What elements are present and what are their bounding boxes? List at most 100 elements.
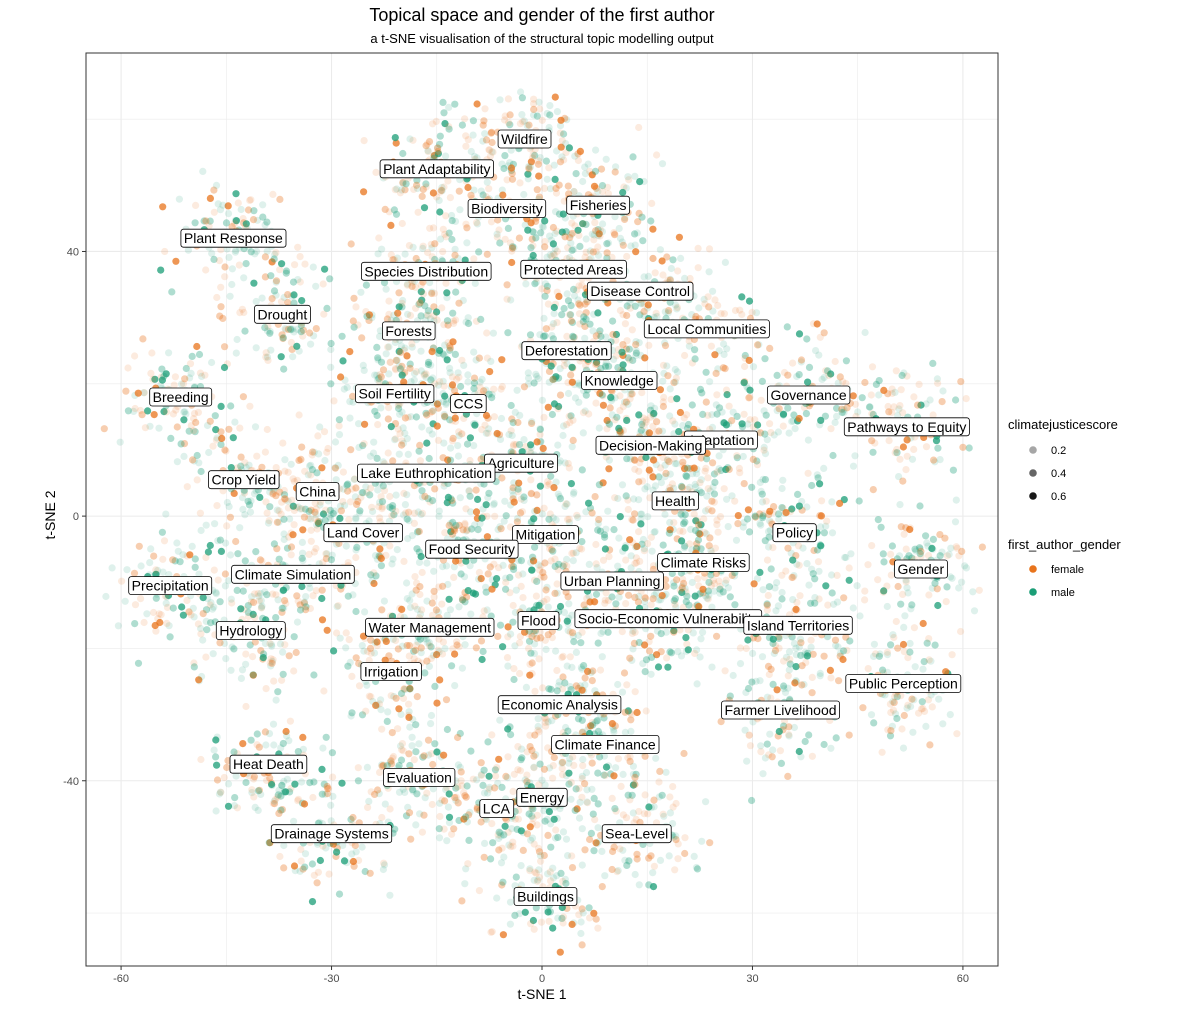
scatter-point xyxy=(758,498,767,506)
scatter-point xyxy=(276,640,285,648)
scatter-point xyxy=(251,423,260,431)
scatter-point xyxy=(259,654,267,662)
scatter-point xyxy=(277,353,285,361)
scatter-point xyxy=(372,168,380,176)
scatter-point xyxy=(721,258,730,266)
scatter-point xyxy=(652,754,660,762)
scatter-point xyxy=(300,513,308,521)
scatter-point xyxy=(605,456,614,464)
scatter-point xyxy=(773,407,781,415)
scatter-point xyxy=(616,234,625,242)
scatter-point xyxy=(124,407,132,415)
scatter-point xyxy=(824,367,832,375)
scatter-point xyxy=(508,244,517,252)
scatter-point xyxy=(720,340,728,348)
scatter-point xyxy=(424,147,432,155)
scatter-point xyxy=(633,229,641,237)
scatter-point xyxy=(567,231,575,239)
scatter-point xyxy=(362,308,370,316)
scatter-point xyxy=(504,95,512,103)
scatter-point xyxy=(509,618,517,626)
scatter-point xyxy=(508,175,517,183)
scatter-point xyxy=(497,414,506,423)
scatter-point xyxy=(590,182,599,190)
scatter-point xyxy=(147,545,155,553)
scatter-point xyxy=(616,306,625,315)
scatter-point xyxy=(197,526,205,535)
scatter-point xyxy=(637,299,645,307)
scatter-point xyxy=(213,434,221,442)
scatter-point xyxy=(951,518,960,526)
scatter-point xyxy=(335,431,344,439)
scatter-point xyxy=(784,772,792,781)
scatter-point xyxy=(148,349,156,357)
scatter-point xyxy=(731,306,740,315)
scatter-point xyxy=(190,415,198,423)
scatter-point xyxy=(612,352,621,360)
scatter-point xyxy=(570,488,578,496)
scatter-point xyxy=(490,499,498,507)
scatter-point xyxy=(331,507,339,515)
scatter-point xyxy=(281,456,289,464)
scatter-point xyxy=(673,395,681,403)
scatter-point xyxy=(740,410,748,418)
scatter-point xyxy=(572,549,580,557)
scatter-point xyxy=(466,434,474,442)
scatter-point xyxy=(543,282,552,290)
scatter-point xyxy=(828,529,837,537)
scatter-point xyxy=(605,362,613,370)
scatter-point xyxy=(207,619,215,627)
scatter-point xyxy=(638,213,646,221)
scatter-point xyxy=(883,648,892,656)
scatter-point xyxy=(821,412,830,420)
scatter-point xyxy=(378,245,386,253)
scatter-point xyxy=(462,220,470,228)
scatter-point xyxy=(418,296,426,304)
scatter-point xyxy=(228,280,236,289)
scatter-point xyxy=(694,264,702,272)
scatter-point xyxy=(552,208,560,216)
scatter-point xyxy=(342,542,350,550)
scatter-point xyxy=(911,663,919,671)
scatter-point xyxy=(270,540,278,548)
scatter-point xyxy=(579,220,587,228)
scatter-point xyxy=(693,516,702,525)
scatter-point xyxy=(568,219,576,227)
scatter-point xyxy=(266,639,274,648)
scatter-point xyxy=(784,672,792,680)
scatter-point xyxy=(425,454,433,463)
scatter-point xyxy=(398,441,406,449)
scatter-point xyxy=(494,216,502,224)
scatter-point xyxy=(592,248,600,256)
scatter-point xyxy=(417,312,425,320)
scatter-point xyxy=(570,285,578,293)
scatter-point xyxy=(894,644,902,652)
scatter-point xyxy=(808,673,816,682)
scatter-point xyxy=(710,490,719,498)
scatter-point xyxy=(891,388,899,396)
scatter-point xyxy=(224,780,233,788)
scatter-point xyxy=(513,514,522,523)
scatter-point xyxy=(688,401,696,409)
scatter-point xyxy=(290,633,298,641)
scatter-point xyxy=(717,310,725,318)
scatter-point xyxy=(216,206,225,214)
scatter-point xyxy=(693,680,701,688)
scatter-point xyxy=(181,408,189,416)
scatter-point xyxy=(475,568,483,577)
scatter-point xyxy=(503,654,512,662)
scatter-point xyxy=(118,577,126,585)
scatter-point xyxy=(424,360,432,369)
scatter-point xyxy=(491,512,499,520)
scatter-point xyxy=(627,552,635,560)
scatter-point xyxy=(387,251,395,259)
scatter-point xyxy=(640,312,649,320)
scatter-point xyxy=(507,296,515,304)
scatter-point xyxy=(376,545,384,553)
scatter-point xyxy=(567,302,575,310)
scatter-point xyxy=(428,289,436,298)
scatter-point xyxy=(422,311,430,319)
scatter-point xyxy=(294,243,302,251)
scatter-point xyxy=(261,448,269,456)
scatter-point xyxy=(360,188,368,196)
